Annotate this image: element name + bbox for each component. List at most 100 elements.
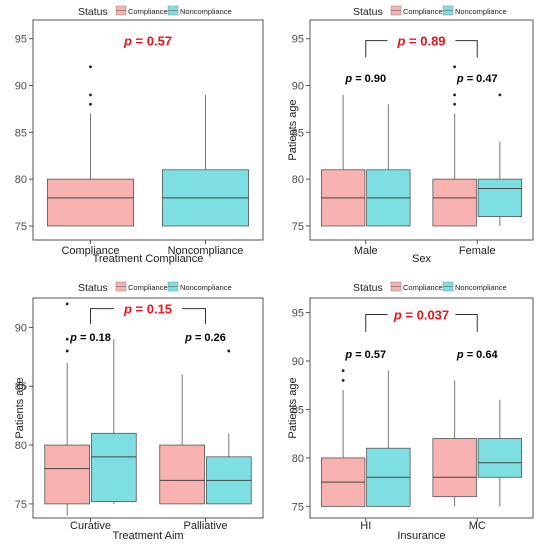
legend-entry: Compliance [128,283,168,292]
plot-frame [309,19,534,241]
legend-entry: Compliance [128,7,168,16]
box-body [159,444,206,505]
legend: Status Compliance Noncompliance [78,281,232,294]
plot-frame [32,19,264,241]
legend-entry: Noncompliance [455,283,507,292]
box-body [432,178,477,227]
box-body [477,178,523,217]
legend-entry: Noncompliance [180,283,232,292]
p-value-main: p = 0.89 [396,34,445,49]
x-axis-label: Sex [412,253,431,265]
box-compliance-male [320,94,366,227]
box-body [432,438,477,498]
y-tick-label: 80 [292,174,304,186]
legend-entry: Noncompliance [180,7,232,16]
y-tick-label: 95 [15,34,27,46]
outlier-point [453,102,457,106]
plot-frame [309,297,534,519]
outlier-point [65,302,69,306]
box-compliance-female [432,65,477,227]
box-compliance-hi [320,369,366,507]
box-noncompliance-female [477,93,523,226]
y-axis-label: Patients age [287,99,299,160]
box-noncompliance-noncompliance [161,94,250,227]
y-tick-label: 85 [15,381,27,393]
outlier-point [453,93,457,97]
y-tick-label: 90 [292,81,304,93]
x-axis-label: Treatment Compliance [93,253,204,265]
box-noncompliance-palliative [205,349,252,505]
legend: Status Compliance Noncompliance [78,5,232,18]
box-noncompliance-curative [90,339,137,504]
box-body [477,438,523,478]
p-value-main: p = 0.037 [393,307,449,322]
outlier-point [89,93,92,97]
box-body [44,444,91,505]
x-tick-label: HI [360,520,371,532]
p-value-sub: p = 0.64 [456,349,499,361]
outlier-point [498,93,502,97]
legend: Status Compliance Noncompliance [353,281,507,294]
outlier-point [341,378,345,382]
p-value-sub: p = 0.26 [184,332,226,344]
x-axis-label: Treatment Aim [112,530,183,542]
y-tick-label: 80 [15,174,27,186]
p-value-sub: p = 0.90 [344,73,386,85]
legend-title: Status [353,282,383,294]
x-tick-label: Compliance [61,245,119,257]
x-tick-label: Female [459,245,496,257]
y-tick-label: 75 [15,221,27,233]
y-tick-label: 75 [292,501,304,513]
chart-panel-3: 75 80 85 90 Patients age Curative PalliativeTr… [14,281,264,542]
outlier-point [65,337,69,341]
y-tick-label: 95 [292,308,304,320]
outlier-point [227,349,231,353]
outlier-point [89,65,92,69]
y-tick-label: 90 [292,356,304,368]
p-value-sub: p = 0.57 [344,349,386,361]
box-noncompliance-male [366,104,411,227]
y-tick-label: 90 [15,81,27,93]
significance-bracket [90,308,206,324]
outlier-point [341,369,345,373]
legend-title: Status [78,6,108,18]
y-tick-label: 75 [292,221,304,233]
box-compliance-palliative [159,374,206,505]
legend-entry: Compliance [403,7,443,16]
x-tick-label: Palliative [183,520,227,532]
y-tick-label: 85 [292,404,304,416]
y-tick-label: 80 [15,440,27,452]
outlier-point [89,102,92,106]
legend-title: Status [78,282,108,294]
box-compliance-mc [432,380,477,507]
chart-panel-2: 75 80 85 90 95 Patients age Male Female Sex p = 0… [287,5,534,265]
box-compliance-compliance [46,65,135,227]
box-noncompliance-mc [477,399,523,507]
box-body [46,178,135,227]
significance-bracket [365,40,478,58]
y-tick-label: 75 [15,499,27,511]
p-value-main: p = 0.15 [123,302,172,317]
outlier-point [453,65,457,69]
legend-title: Status [353,6,383,18]
chart-panel-4: 75 80 85 90 95 Patients age HI MC Insurance p = 0… [287,281,534,542]
x-tick-label: Noncompliance [168,245,244,257]
y-axis-label: Patients age [14,377,26,438]
legend-entry: Noncompliance [455,7,507,16]
p-value-sub: p = 0.47 [456,73,498,85]
x-tick-label: Male [354,245,378,257]
x-tick-label: Curative [70,520,111,532]
p-value-sub: p = 0.18 [69,332,111,344]
p-value-main: p = 0.57 [123,34,172,49]
significance-bracket [365,313,478,332]
y-tick-label: 80 [292,453,304,465]
box-body [90,432,137,502]
plot-frame [32,297,264,519]
x-axis-label: Insurance [397,530,445,542]
box-noncompliance-hi [366,370,411,507]
y-tick-label: 85 [292,127,304,139]
y-axis-label: Patients age [287,377,299,438]
